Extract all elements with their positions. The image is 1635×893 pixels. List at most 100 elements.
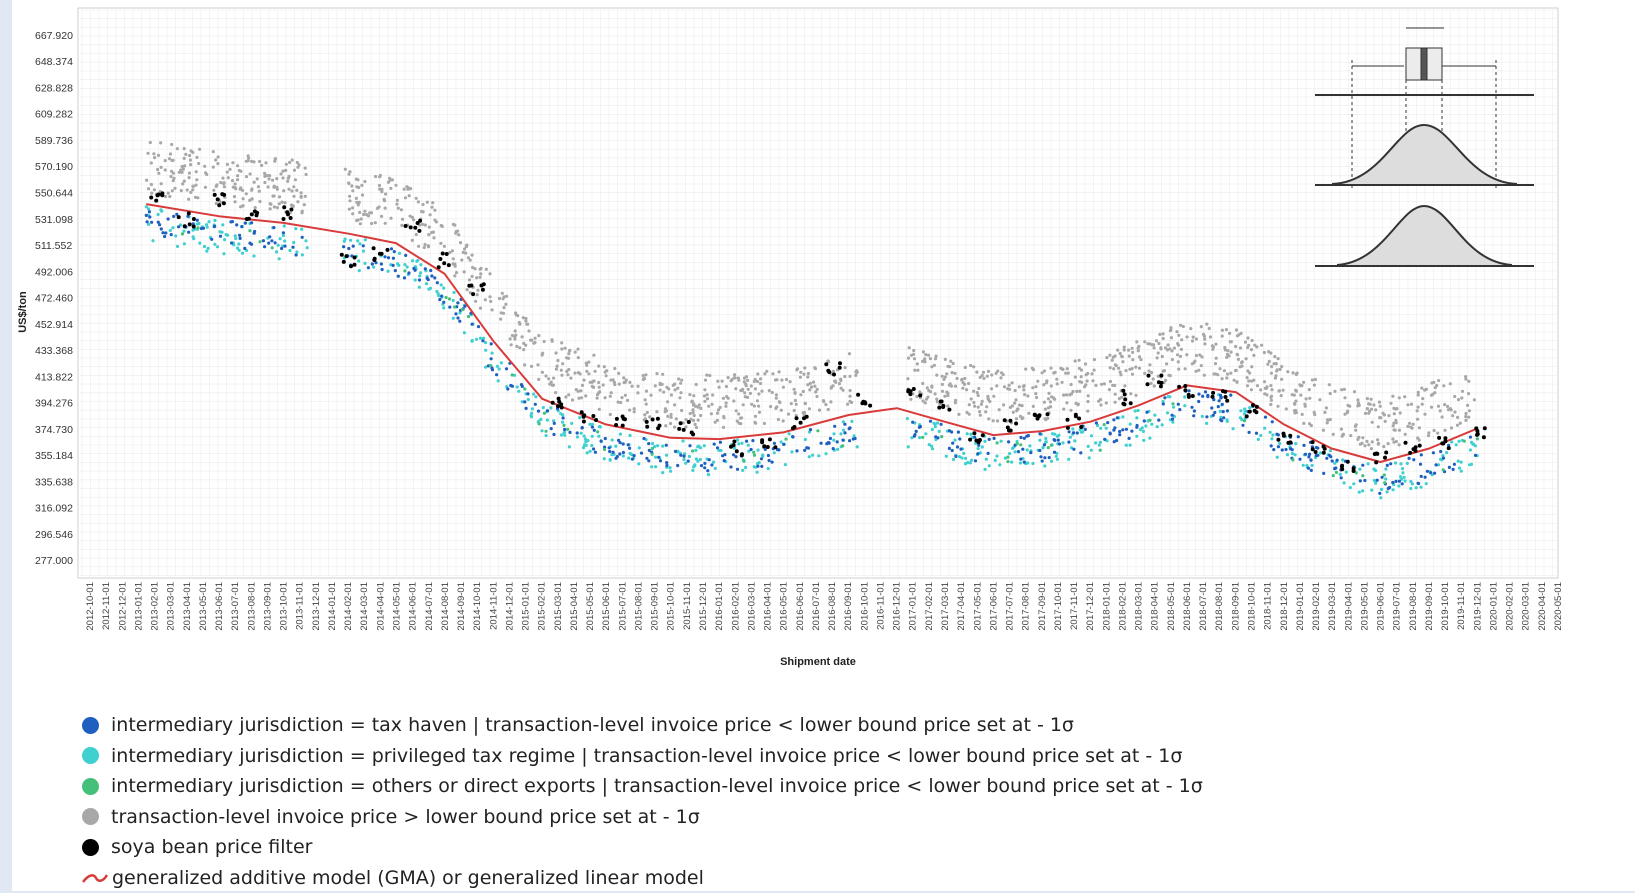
point-privileged-tax-regime <box>998 463 1001 466</box>
point-above-lower-bound <box>1170 349 1173 352</box>
price-filter-point <box>188 222 192 226</box>
x-tick-label: 2019-05-01 <box>1359 582 1370 631</box>
x-tick-label: 2012-11-01 <box>101 582 112 630</box>
point-privileged-tax-regime <box>198 242 201 245</box>
point-privileged-tax-regime <box>1450 440 1453 443</box>
point-privileged-tax-regime <box>442 287 445 290</box>
y-axis-title: US$/ton <box>17 291 29 333</box>
point-privileged-tax-regime <box>665 454 668 457</box>
point-above-lower-bound <box>1161 355 1164 358</box>
x-tick-label: 2016-03-01 <box>746 582 757 631</box>
x-tick-label: 2014-09-01 <box>456 582 467 631</box>
point-above-lower-bound <box>1186 335 1189 338</box>
point-above-lower-bound <box>484 298 487 301</box>
point-above-lower-bound <box>226 171 229 174</box>
point-above-lower-bound <box>1224 348 1227 351</box>
point-privileged-tax-regime <box>1073 439 1076 442</box>
point-others-direct-exports <box>752 451 755 454</box>
legend-swatch <box>82 808 99 825</box>
price-filter-point <box>691 432 695 436</box>
point-above-lower-bound <box>432 236 435 239</box>
point-above-lower-bound <box>1377 442 1380 445</box>
point-others-direct-exports <box>742 459 745 462</box>
point-privileged-tax-regime <box>696 460 699 463</box>
point-above-lower-bound <box>846 403 849 406</box>
point-above-lower-bound <box>733 376 736 379</box>
point-tax-haven <box>791 435 794 438</box>
point-above-lower-bound <box>1011 404 1014 407</box>
point-above-lower-bound <box>204 186 207 189</box>
point-above-lower-bound <box>389 187 392 190</box>
point-above-lower-bound <box>610 391 613 394</box>
point-above-lower-bound <box>1367 402 1370 405</box>
x-tick-label: 2015-07-01 <box>617 582 628 631</box>
point-privileged-tax-regime <box>931 428 934 431</box>
point-above-lower-bound <box>579 389 582 392</box>
point-above-lower-bound <box>1367 443 1370 446</box>
y-tick-label: 433.368 <box>35 345 73 357</box>
point-privileged-tax-regime <box>1415 486 1418 489</box>
point-above-lower-bound <box>912 353 915 356</box>
point-above-lower-bound <box>198 148 201 151</box>
price-filter-point <box>732 440 736 444</box>
point-above-lower-bound <box>471 266 474 269</box>
price-filter-point <box>1146 382 1150 386</box>
point-tax-haven <box>592 447 595 450</box>
point-above-lower-bound <box>1114 354 1117 357</box>
point-privileged-tax-regime <box>811 454 814 457</box>
point-tax-haven <box>1178 408 1181 411</box>
point-privileged-tax-regime <box>418 274 421 277</box>
point-above-lower-bound <box>233 195 236 198</box>
x-tick-label: 2019-07-01 <box>1392 582 1403 631</box>
x-tick-label: 2019-06-01 <box>1376 582 1387 631</box>
point-above-lower-bound <box>1456 416 1459 419</box>
point-above-lower-bound <box>293 169 296 172</box>
point-above-lower-bound <box>990 373 993 376</box>
point-above-lower-bound <box>502 306 505 309</box>
point-above-lower-bound <box>1439 409 1442 412</box>
point-above-lower-bound <box>1234 345 1237 348</box>
point-privileged-tax-regime <box>531 407 534 410</box>
point-others-direct-exports <box>1463 440 1466 443</box>
point-tax-haven <box>948 429 951 432</box>
point-privileged-tax-regime <box>1148 437 1151 440</box>
point-above-lower-bound <box>643 413 646 416</box>
point-above-lower-bound <box>827 408 830 411</box>
point-above-lower-bound <box>527 329 530 332</box>
y-tick-label: 531.098 <box>35 214 73 226</box>
point-above-lower-bound <box>1200 364 1203 367</box>
point-above-lower-bound <box>1105 401 1108 404</box>
point-above-lower-bound <box>564 395 567 398</box>
point-tax-haven <box>829 437 832 440</box>
point-above-lower-bound <box>716 412 719 415</box>
point-privileged-tax-regime <box>1067 458 1070 461</box>
point-privileged-tax-regime <box>1291 452 1294 455</box>
point-above-lower-bound <box>430 231 433 234</box>
point-above-lower-bound <box>459 241 462 244</box>
point-above-lower-bound <box>814 390 817 393</box>
point-above-lower-bound <box>1203 338 1206 341</box>
point-above-lower-bound <box>164 159 167 162</box>
point-above-lower-bound <box>716 380 719 383</box>
point-privileged-tax-regime <box>306 246 309 249</box>
point-above-lower-bound <box>1417 406 1420 409</box>
point-privileged-tax-regime <box>1044 437 1047 440</box>
point-above-lower-bound <box>981 400 984 403</box>
point-privileged-tax-regime <box>419 271 422 274</box>
point-tax-haven <box>170 233 173 236</box>
point-above-lower-bound <box>423 246 426 249</box>
point-tax-haven <box>1109 432 1112 435</box>
point-above-lower-bound <box>383 199 386 202</box>
point-above-lower-bound <box>973 405 976 408</box>
point-tax-haven <box>645 457 648 460</box>
point-tax-haven <box>1264 416 1267 419</box>
point-privileged-tax-regime <box>984 468 987 471</box>
legend-item-price-filter: soya bean price filter <box>82 832 1382 863</box>
point-tax-haven <box>1163 396 1166 399</box>
point-above-lower-bound <box>908 346 911 349</box>
point-above-lower-bound <box>1046 417 1049 420</box>
point-above-lower-bound <box>534 337 537 340</box>
x-tick-label: 2019-08-01 <box>1408 582 1419 631</box>
point-above-lower-bound <box>180 189 183 192</box>
point-above-lower-bound <box>1084 362 1087 365</box>
